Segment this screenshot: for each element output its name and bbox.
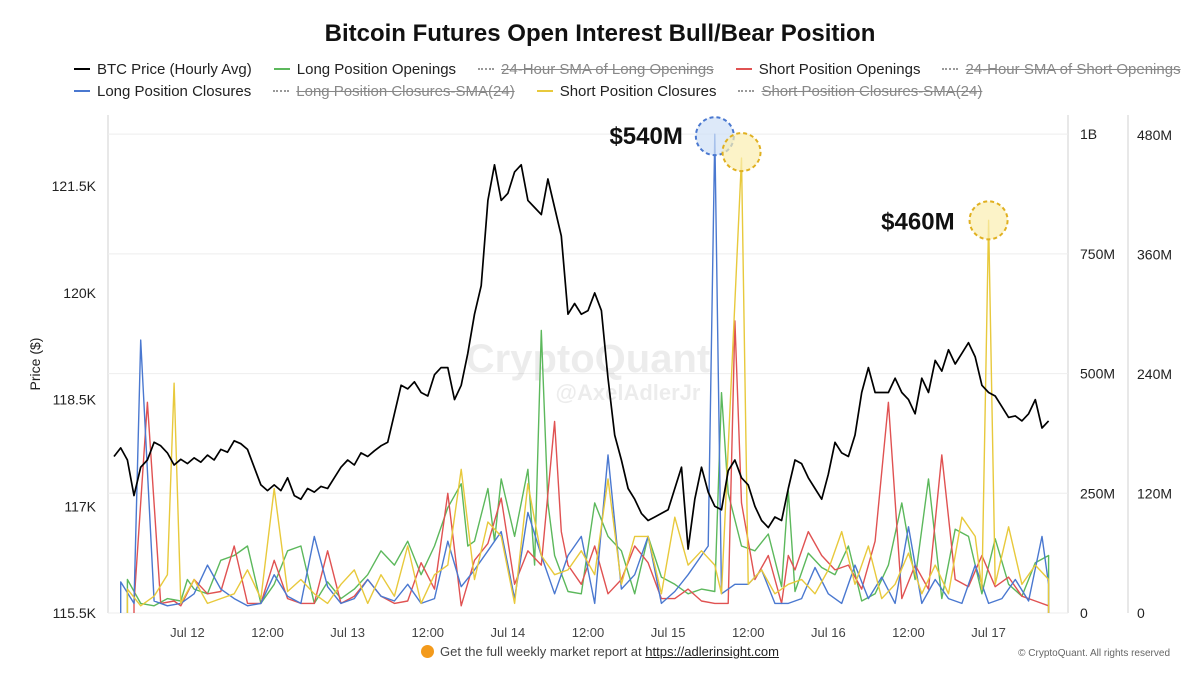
legend-row: Long Position Closures Long Position Clos…	[74, 80, 1154, 102]
aux-tick-label: 360M	[1137, 246, 1172, 262]
series-line-long-position-closures	[119, 133, 1050, 613]
legend-swatch	[273, 68, 290, 70]
legend-item[interactable]: Long Position Openings	[273, 60, 457, 78]
series-line-short-position-openings	[133, 320, 1050, 613]
legend-item[interactable]: Long Position Closures-SMA(24)	[273, 82, 515, 100]
x-tick-label: Jul 15	[651, 625, 686, 640]
legend-swatch	[942, 68, 959, 70]
price-tick-label: 118.5K	[53, 392, 97, 408]
highlight-circle-yellow	[968, 200, 1009, 241]
legend-label: Long Position Closures	[97, 82, 252, 100]
flow-tick-label: 0	[1080, 605, 1088, 621]
x-tick-label: 12:00	[412, 625, 445, 640]
x-tick-label: Jul 12	[170, 625, 205, 640]
legend-item[interactable]: Short Position Closures	[536, 82, 717, 100]
aux-tick-label: 120M	[1137, 485, 1172, 501]
flow-tick-label: 1B	[1080, 126, 1097, 142]
legend-label: BTC Price (Hourly Avg)	[97, 60, 252, 78]
x-tick-label: Jul 16	[811, 625, 846, 640]
series-line-short-position-closures	[126, 157, 1050, 613]
annotation-label: $540M	[609, 123, 682, 150]
price-tick-label: 121.5K	[52, 178, 97, 194]
x-tick-label: Jul 14	[491, 625, 526, 640]
flow-tick-label: 500M	[1080, 366, 1115, 382]
legend-item[interactable]: Short Position Openings	[735, 60, 921, 78]
legend-label: Short Position Closures-SMA(24)	[761, 82, 983, 100]
x-tick-label: Jul 17	[971, 625, 1006, 640]
legend-swatch	[273, 90, 290, 92]
x-tick-label: 12:00	[892, 625, 925, 640]
annotation-label: $460M	[881, 208, 954, 235]
price-axis-label: Price ($)	[27, 338, 43, 391]
x-tick-label: Jul 13	[330, 625, 365, 640]
legend-label: Long Position Closures-SMA(24)	[296, 82, 515, 100]
btc-price-line	[113, 163, 1050, 550]
footer-link[interactable]: https://adlerinsight.com	[645, 644, 779, 659]
x-tick-label: 12:00	[251, 625, 284, 640]
chart-legend: BTC Price (Hourly Avg) Long Position Open…	[74, 58, 1181, 102]
legend-label: Short Position Openings	[758, 60, 921, 78]
legend-swatch	[735, 68, 752, 70]
legend-item[interactable]: BTC Price (Hourly Avg)	[74, 61, 252, 78]
legend-label: Short Position Closures	[559, 82, 717, 100]
legend-item[interactable]: 24-Hour SMA of Short Openings	[942, 60, 1181, 78]
flow-tick-label: 750M	[1080, 246, 1115, 262]
chart-title: Bitcoin Futures Open Interest Bull/Bear …	[324, 20, 876, 47]
x-tick-label: 12:00	[572, 625, 605, 640]
aux-tick-label: 0	[1137, 605, 1145, 621]
legend-swatch	[738, 90, 755, 92]
orange-dot-icon	[421, 645, 435, 658]
legend-item[interactable]: 24-Hour SMA of Long Openings	[478, 61, 714, 78]
legend-label: Long Position Openings	[296, 60, 457, 78]
legend-swatch	[74, 90, 90, 92]
series-line-long-position-openings	[126, 329, 1050, 613]
legend-row: BTC Price (Hourly Avg) Long Position Open…	[74, 58, 1181, 80]
price-tick-label: 117K	[64, 498, 96, 514]
watermark-handle: @AxelAdlerJr	[556, 380, 701, 405]
copyright-text: © CryptoQuant. All rights reserved	[1018, 648, 1170, 659]
legend-label: 24-Hour SMA of Short Openings	[965, 60, 1181, 78]
price-tick-label: 115.5K	[53, 605, 97, 621]
legend-swatch	[478, 68, 495, 70]
legend-item[interactable]: Short Position Closures-SMA(24)	[738, 83, 982, 100]
x-tick-label: 12:00	[732, 625, 765, 640]
flow-tick-label: 250M	[1080, 485, 1115, 501]
watermark-logo: CryptoQuant	[466, 337, 710, 381]
legend-item[interactable]: Long Position Closures	[74, 83, 251, 100]
footer-note: Get the full weekly market report at htt…	[0, 644, 1200, 659]
footer-prefix: Get the full weekly market report at	[440, 644, 642, 659]
price-tick-label: 120K	[63, 285, 96, 301]
aux-tick-label: 240M	[1137, 366, 1172, 382]
highlight-circle-yellow	[721, 132, 762, 173]
legend-label: 24-Hour SMA of Long Openings	[501, 60, 714, 78]
aux-tick-label: 480M	[1137, 127, 1172, 143]
legend-swatch	[536, 90, 553, 92]
legend-swatch	[74, 68, 90, 70]
